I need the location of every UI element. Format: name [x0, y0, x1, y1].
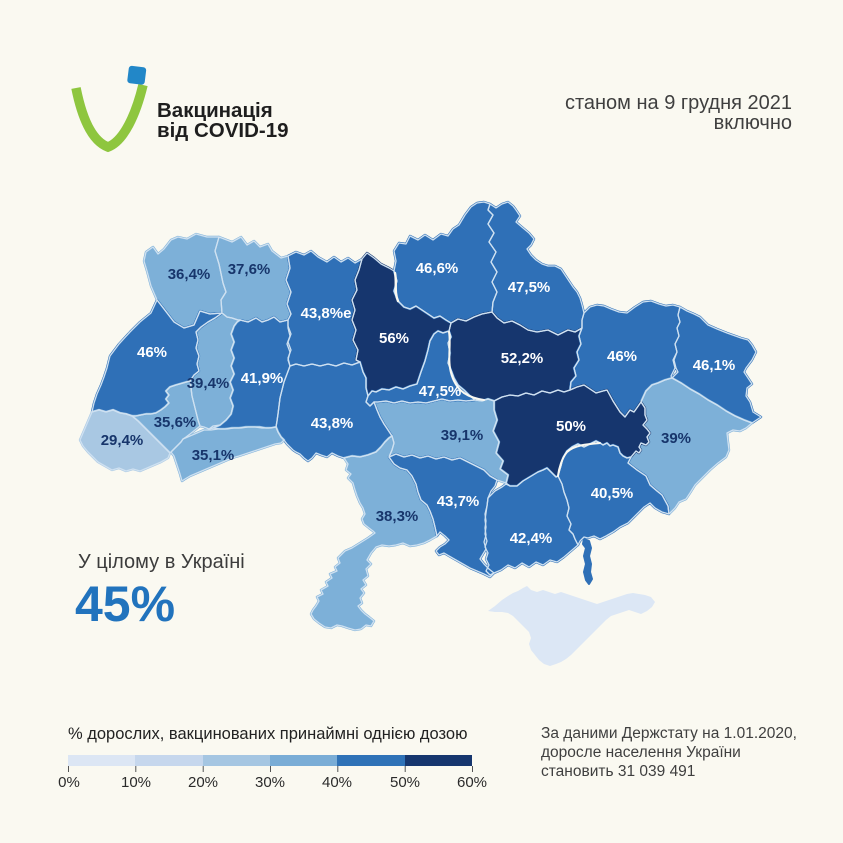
- svg-text:42,4%: 42,4%: [510, 530, 553, 547]
- svg-text:35,6%: 35,6%: [154, 414, 197, 431]
- svg-text:43,8%е: 43,8%е: [301, 305, 352, 322]
- svg-text:56%: 56%: [379, 330, 409, 347]
- svg-text:47,5%: 47,5%: [508, 279, 551, 296]
- svg-text:46,1%: 46,1%: [693, 357, 736, 374]
- svg-text:46,6%: 46,6%: [416, 260, 459, 277]
- svg-text:36,4%: 36,4%: [168, 266, 211, 283]
- svg-text:39%: 39%: [661, 430, 691, 447]
- svg-text:35,1%: 35,1%: [192, 447, 235, 464]
- svg-text:50%: 50%: [556, 418, 586, 435]
- svg-text:46%: 46%: [137, 344, 167, 361]
- svg-text:43,8%: 43,8%: [311, 415, 354, 432]
- svg-text:37,6%: 37,6%: [228, 261, 271, 278]
- svg-text:47,5%: 47,5%: [419, 383, 462, 400]
- svg-text:52,2%: 52,2%: [501, 350, 544, 367]
- svg-text:38,3%: 38,3%: [376, 508, 419, 525]
- svg-text:40,5%: 40,5%: [591, 485, 634, 502]
- svg-text:46%: 46%: [607, 348, 637, 365]
- svg-text:43,7%: 43,7%: [437, 493, 480, 510]
- svg-text:39,4%: 39,4%: [187, 375, 230, 392]
- svg-text:29,4%: 29,4%: [101, 432, 144, 449]
- svg-text:41,9%: 41,9%: [241, 370, 284, 387]
- svg-text:39,1%: 39,1%: [441, 427, 484, 444]
